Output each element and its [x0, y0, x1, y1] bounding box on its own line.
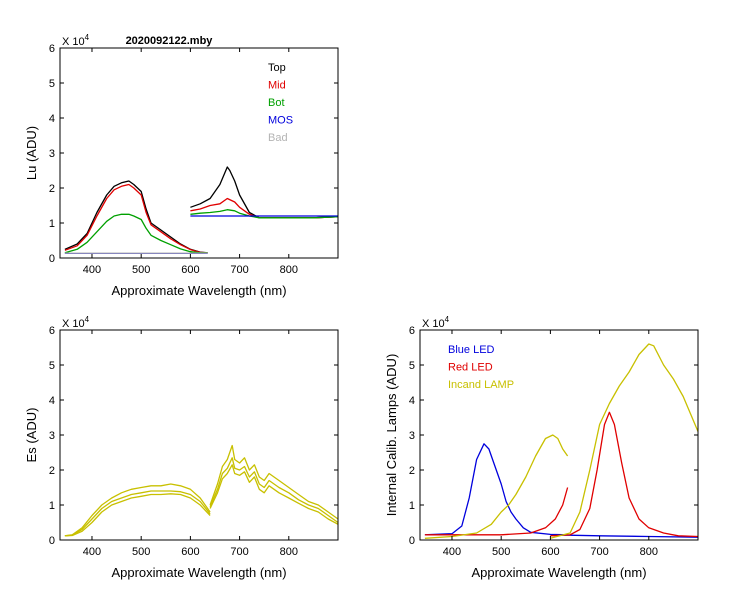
y-tick-label: 6 [409, 325, 415, 337]
y-tick-label: 4 [409, 395, 415, 407]
series-group [424, 343, 698, 539]
y-tick-label: 2 [49, 183, 55, 195]
x-tick-label: 800 [280, 264, 298, 276]
y-tick-label: 1 [49, 500, 55, 512]
series-line-es-1-1 [209, 444, 338, 520]
x-axis-label: Approximate Wavelength (nm) [471, 565, 646, 580]
series-line-red-led-0 [424, 487, 569, 536]
series-line-es-3-1 [209, 464, 338, 525]
series-line-incand-lamp-0 [424, 434, 569, 539]
y-tick-label: 1 [49, 218, 55, 230]
series-group [64, 444, 338, 537]
x-tick-label: 600 [541, 546, 559, 558]
y-tick-label: 3 [49, 430, 55, 442]
y-tick-label: 5 [409, 360, 415, 372]
x-tick-label: 400 [83, 546, 101, 558]
x-tick-label: 600 [181, 546, 199, 558]
exponent-power: 4 [445, 315, 450, 324]
series-line-blue-led-0 [424, 443, 568, 536]
y-tick-label: 2 [409, 465, 415, 477]
exponent-base: X 10 [62, 36, 85, 48]
y-tick-label: 5 [49, 78, 55, 90]
y-tick-label: 4 [49, 395, 55, 407]
x-axis-label: Approximate Wavelength (nm) [111, 565, 286, 580]
y-tick-label: 0 [49, 253, 55, 265]
x-tick-label: 400 [83, 264, 101, 276]
legend-entry-top: Top [268, 62, 286, 74]
exponent-label: X 104 [422, 315, 450, 330]
legend-entry-mos: MOS [268, 115, 293, 127]
y-tick-label: 2 [49, 465, 55, 477]
legend-entry-blue-led: Blue LED [448, 344, 495, 356]
series-line-mid-0 [64, 183, 208, 254]
legend-entry-bot: Bot [268, 97, 285, 109]
legend-entry-mid: Mid [268, 80, 286, 92]
x-tick-label: 500 [132, 546, 150, 558]
exponent-power: 4 [85, 33, 90, 42]
y-axis-label: Es (ADU) [24, 408, 39, 463]
x-tick-label: 700 [230, 546, 248, 558]
x-tick-label: 600 [181, 264, 199, 276]
y-tick-label: 3 [49, 148, 55, 160]
series-line-es-2-0 [64, 490, 211, 537]
x-tick-label: 700 [230, 264, 248, 276]
exponent-label: X 104 [62, 33, 90, 48]
series-line-es-1-0 [64, 483, 211, 537]
legend-entry-incand-lamp: Incand LAMP [448, 379, 514, 391]
exponent-base: X 10 [62, 318, 85, 330]
y-tick-label: 0 [409, 535, 415, 547]
legend-entry-bad: Bad [268, 132, 288, 144]
x-tick-label: 800 [640, 546, 658, 558]
exponent-base: X 10 [422, 318, 445, 330]
x-axis-label: Approximate Wavelength (nm) [111, 283, 286, 298]
y-tick-label: 6 [49, 43, 55, 55]
series-line-incand-lamp-1 [550, 343, 698, 539]
x-tick-label: 800 [280, 546, 298, 558]
series-line-blue-led-1 [550, 534, 698, 538]
series-line-bot-1 [190, 209, 338, 219]
y-tick-label: 5 [49, 360, 55, 372]
x-tick-label: 400 [443, 546, 461, 558]
y-tick-label: 4 [49, 113, 55, 125]
x-tick-label: 500 [492, 546, 510, 558]
series-line-es-3-0 [64, 493, 211, 537]
y-axis-label: Internal Calib. Lamps (ADU) [384, 354, 399, 517]
series-group [64, 166, 338, 255]
series-line-es-2-1 [209, 457, 338, 524]
series-line-top-1 [190, 166, 338, 219]
series-line-red-led-1 [550, 411, 698, 538]
y-tick-label: 0 [49, 535, 55, 547]
series-line-bot-0 [64, 213, 208, 254]
y-axis-label: Lu (ADU) [24, 126, 39, 180]
y-tick-label: 3 [409, 430, 415, 442]
y-tick-label: 1 [409, 500, 415, 512]
exponent-label: X 104 [62, 315, 90, 330]
x-tick-label: 500 [132, 264, 150, 276]
chart-title: 2020092122.mby [126, 35, 214, 47]
y-tick-label: 6 [49, 325, 55, 337]
legend-entry-red-led: Red LED [448, 362, 493, 374]
series-line-mid-1 [190, 197, 338, 219]
exponent-power: 4 [85, 315, 90, 324]
x-tick-label: 700 [590, 546, 608, 558]
